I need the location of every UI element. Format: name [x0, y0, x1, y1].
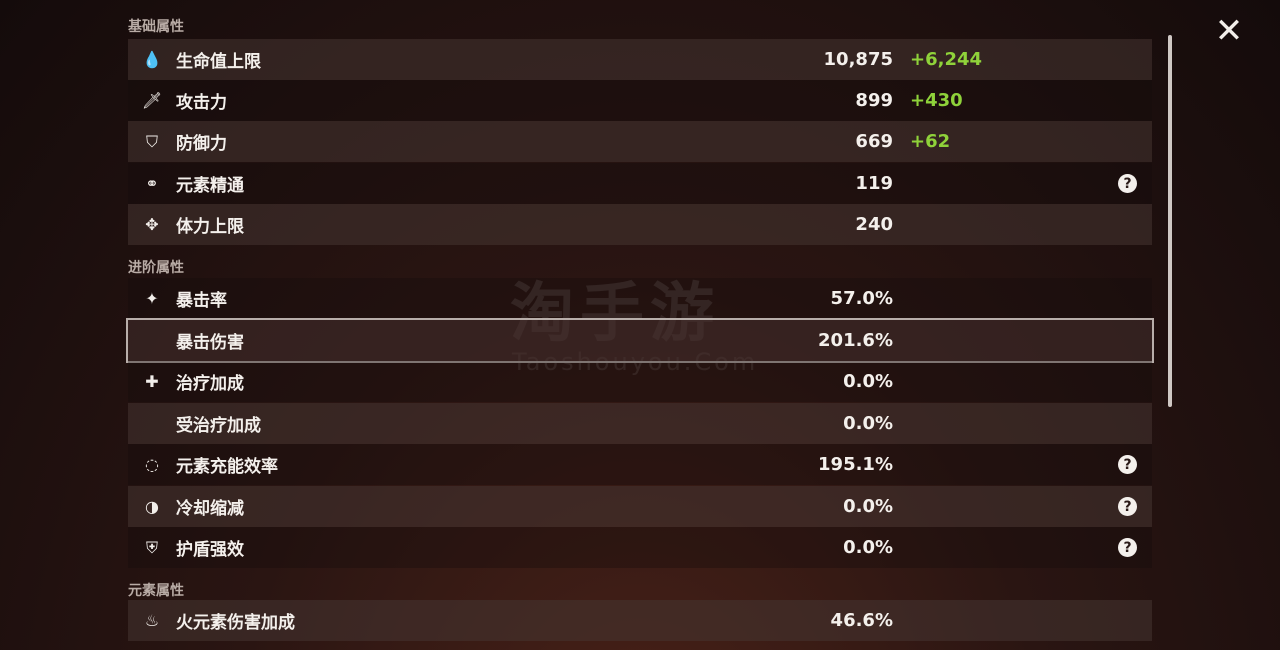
stat-row[interactable]: ◌ 元素充能效率 195.1%? [128, 444, 1152, 485]
stat-value: 195.1% [818, 454, 893, 475]
stat-value: 119 [855, 173, 893, 194]
stat-row[interactable]: ♨ 火元素伤害加成 46.6% [128, 600, 1152, 641]
section-basic-title: 基础属性 [128, 19, 184, 35]
stat-label: 防御力 [176, 134, 227, 154]
stat-label: 暴击伤害 [176, 333, 244, 353]
stat-label: 治疗加成 [176, 374, 244, 394]
elemental-mastery-icon: ⚭ [145, 174, 159, 193]
stat-value: 899 [855, 90, 893, 111]
stat-value: 0.0% [843, 496, 893, 517]
close-button[interactable]: ✕ [1214, 11, 1244, 51]
sword-icon: 🗡 [141, 91, 163, 110]
stat-row[interactable]: ⚭ 元素精通 119? [128, 163, 1152, 204]
stat-row[interactable]: ⛨ 护盾强效 0.0%? [128, 527, 1152, 568]
stat-row[interactable]: 🗡 攻击力 899 +430 [128, 80, 1152, 121]
help-icon[interactable]: ? [1118, 538, 1137, 557]
stat-label: 冷却缩减 [176, 499, 244, 519]
stat-value: 240 [855, 214, 893, 235]
section-advanced-title: 进阶属性 [128, 260, 184, 276]
stat-label: 火元素伤害加成 [176, 613, 295, 633]
shield-icon: ⛉ [145, 131, 158, 151]
stat-value: 201.6% [818, 330, 893, 351]
stat-row[interactable]: ✥ 体力上限 240 [128, 204, 1152, 245]
shield-strength-icon: ⛨ [145, 537, 158, 557]
stat-label: 护盾强效 [176, 540, 244, 560]
stat-row[interactable]: 受治疗加成 0.0% [128, 403, 1152, 444]
stat-bonus: +62 [910, 131, 951, 152]
stat-value: 0.0% [843, 371, 893, 392]
hp-drop-icon: 💧 [142, 50, 162, 69]
stat-row[interactable]: 暴击伤害 201.6% [126, 318, 1154, 363]
help-icon[interactable]: ? [1118, 174, 1137, 193]
stat-value: 46.6% [830, 610, 893, 631]
stat-label: 元素充能效率 [176, 457, 278, 477]
section-elemental-title: 元素属性 [128, 583, 184, 599]
stat-label: 元素精通 [176, 176, 244, 196]
stat-label: 生命值上限 [176, 52, 261, 72]
help-icon[interactable]: ? [1118, 455, 1137, 474]
help-icon[interactable]: ? [1118, 497, 1137, 516]
energy-recharge-icon: ◌ [145, 455, 159, 474]
stat-row[interactable]: ◑ 冷却缩减 0.0%? [128, 486, 1152, 527]
stat-label: 攻击力 [176, 93, 227, 113]
stat-bonus: +430 [910, 90, 963, 111]
stat-value: 57.0% [830, 288, 893, 309]
stat-value: 669 [855, 131, 893, 152]
stat-row[interactable]: 💧 生命值上限 10,875 +6,244 [128, 39, 1152, 80]
stat-row[interactable]: ✚ 治疗加成 0.0% [128, 361, 1152, 402]
stat-bonus: +6,244 [910, 49, 983, 70]
stat-label: 暴击率 [176, 291, 227, 311]
stamina-icon: ✥ [145, 215, 159, 234]
cooldown-icon: ◑ [145, 497, 159, 516]
stat-value: 10,875 [823, 49, 893, 70]
stat-label: 体力上限 [176, 217, 244, 237]
pyro-icon: ♨ [144, 611, 160, 630]
stat-value: 0.0% [843, 413, 893, 434]
stat-row[interactable]: ⛉ 防御力 669 +62 [128, 121, 1152, 162]
plus-cross-icon: ✚ [145, 372, 159, 391]
scrollbar[interactable] [1168, 35, 1172, 407]
stat-label: 受治疗加成 [176, 416, 261, 436]
crit-star-icon: ✦ [145, 289, 159, 308]
stat-value: 0.0% [843, 537, 893, 558]
stat-row[interactable]: ✦ 暴击率 57.0% [128, 278, 1152, 319]
